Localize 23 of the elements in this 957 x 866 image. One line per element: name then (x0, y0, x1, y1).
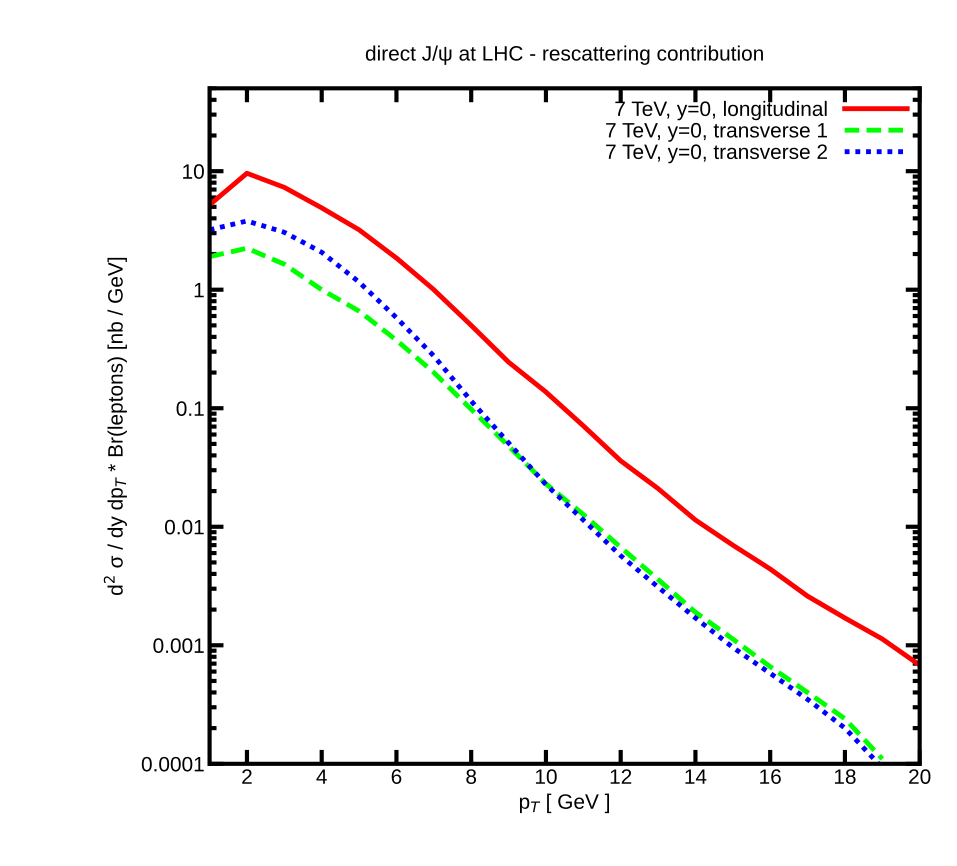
y-tick-label: 1 (194, 282, 204, 298)
x-tick-label: 4 (316, 769, 327, 784)
x-axis-title: p$_{T}$ [ GeV ] (520, 794, 609, 814)
x-tick-label: 8 (466, 769, 476, 784)
x-tick-label: 14 (685, 769, 706, 784)
x-tick-label: 10 (536, 769, 557, 784)
legend-label: 7 TeV, y=0, longitudinal (615, 100, 827, 120)
x-tick-label: 20 (909, 769, 930, 784)
x-tick-label: 6 (392, 769, 402, 784)
y-tick-label: 0.1 (176, 401, 204, 416)
chart-title: direct J/ψ at LHC - rescattering contribution (366, 45, 763, 65)
y-tick-label: 0.0001 (142, 756, 204, 772)
legend-label: 7 TeV, y=0, transverse 2 (606, 144, 827, 164)
x-tick-label: 18 (834, 769, 856, 784)
y-axis-title: d$^{2}$ σ / dy dp$_{T}$ * Br(leptons) [nb / GeV] (104, 258, 127, 595)
x-tick-label: 12 (610, 769, 632, 784)
line-series (210, 170, 920, 668)
legend-label: 7 TeV, y=0, transverse 1 (606, 122, 828, 142)
y-tick-label: 0.001 (153, 638, 204, 654)
y-tick-label: 10 (183, 164, 204, 179)
y-tick-label: 0.01 (164, 520, 204, 535)
x-tick-label: 2 (242, 769, 252, 784)
x-tick-label: 16 (760, 769, 781, 784)
